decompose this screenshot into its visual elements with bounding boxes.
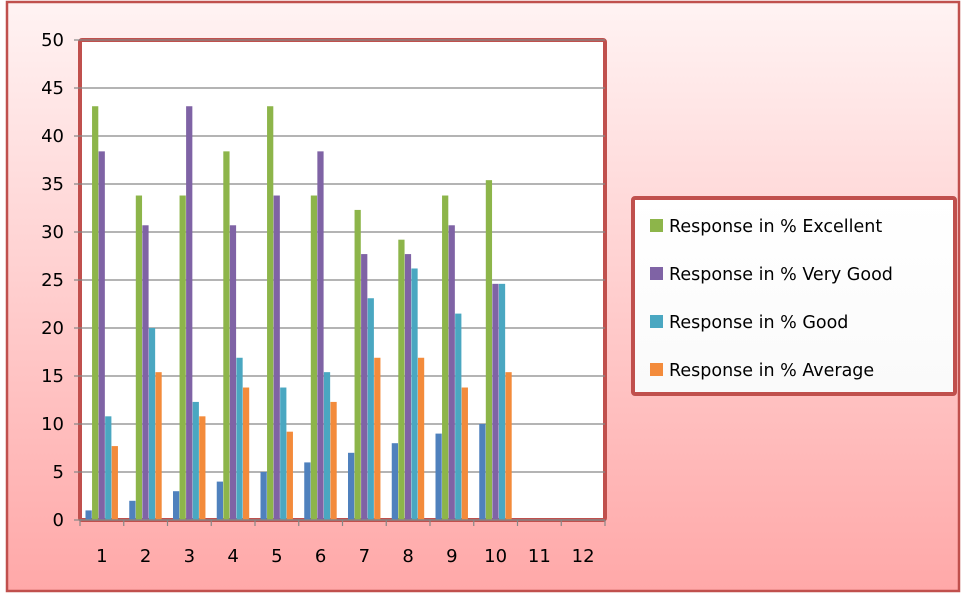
y-tick-label: 25 bbox=[41, 270, 64, 291]
bar bbox=[417, 357, 425, 520]
legend-label: Response in % Excellent bbox=[669, 217, 882, 237]
x-tick-label: 7 bbox=[359, 546, 370, 567]
bars bbox=[85, 106, 512, 521]
bar bbox=[411, 268, 418, 520]
bar bbox=[505, 372, 512, 520]
x-tick-label: 8 bbox=[402, 546, 413, 567]
bar bbox=[348, 452, 355, 520]
bar bbox=[129, 500, 136, 520]
bar bbox=[186, 106, 193, 521]
legend-swatch bbox=[650, 219, 663, 232]
bar bbox=[354, 209, 361, 521]
bar bbox=[85, 510, 92, 520]
bar bbox=[361, 254, 368, 520]
y-tick-label: 40 bbox=[41, 126, 64, 147]
legend-swatch bbox=[650, 363, 663, 376]
x-tick-label: 2 bbox=[140, 546, 151, 567]
bar bbox=[310, 195, 318, 520]
bar bbox=[179, 195, 186, 520]
bar bbox=[323, 372, 331, 520]
bar bbox=[398, 239, 405, 520]
bar bbox=[216, 481, 223, 520]
bar bbox=[105, 416, 112, 520]
bar bbox=[92, 106, 99, 521]
bar bbox=[173, 491, 180, 520]
y-tick-label: 15 bbox=[41, 366, 64, 387]
x-tick-label: 12 bbox=[572, 546, 595, 567]
y-tick-label: 30 bbox=[41, 222, 64, 243]
bar bbox=[111, 446, 118, 520]
y-tick-label: 10 bbox=[41, 414, 64, 435]
bar bbox=[479, 424, 486, 520]
bar bbox=[461, 387, 468, 520]
bar bbox=[155, 372, 162, 520]
bar bbox=[367, 298, 374, 520]
bar bbox=[448, 225, 455, 520]
x-tick-label: 9 bbox=[446, 546, 457, 567]
legend-label: Response in % Average bbox=[669, 361, 874, 381]
legend-label: Response in % Very Good bbox=[669, 265, 893, 285]
x-tick-label: 4 bbox=[227, 546, 238, 567]
bar bbox=[492, 283, 499, 520]
bar bbox=[374, 357, 381, 520]
x-tick-label: 1 bbox=[96, 546, 107, 567]
x-tick-label: 5 bbox=[271, 546, 282, 567]
legend-label: Response in % Good bbox=[669, 313, 848, 333]
bar bbox=[330, 401, 337, 520]
bar bbox=[485, 180, 493, 520]
x-tick-label: 3 bbox=[184, 546, 195, 567]
bar bbox=[455, 313, 462, 520]
y-tick-label: 0 bbox=[53, 510, 64, 531]
bar bbox=[273, 195, 280, 520]
y-tick-label: 35 bbox=[41, 174, 64, 195]
legend: Response in % Excellent Response in % Ver… bbox=[631, 196, 957, 396]
bar bbox=[317, 151, 324, 521]
legend-box bbox=[631, 196, 957, 396]
bar bbox=[142, 225, 149, 520]
grid bbox=[80, 39, 605, 473]
bar bbox=[498, 283, 506, 520]
bar bbox=[442, 195, 449, 520]
y-tick-label: 50 bbox=[41, 30, 64, 51]
bar bbox=[435, 433, 442, 520]
bar bbox=[280, 387, 287, 520]
bar bbox=[98, 151, 105, 521]
bar bbox=[148, 328, 156, 520]
x-tick-label: 6 bbox=[315, 546, 326, 567]
y-tick-label: 20 bbox=[41, 318, 64, 339]
bar bbox=[223, 151, 230, 521]
legend-swatch bbox=[650, 267, 663, 280]
bar bbox=[267, 106, 274, 521]
bar bbox=[391, 443, 398, 520]
bar bbox=[404, 254, 412, 520]
x-tick-label: 11 bbox=[528, 546, 551, 567]
bar bbox=[199, 416, 206, 520]
legend-swatch bbox=[650, 315, 663, 328]
bar bbox=[229, 225, 237, 520]
bar bbox=[135, 195, 143, 520]
bar bbox=[304, 462, 311, 520]
bar bbox=[242, 387, 250, 520]
bar bbox=[236, 357, 243, 520]
bar bbox=[192, 401, 199, 520]
x-tick-label: 10 bbox=[484, 546, 507, 567]
y-tick-label: 5 bbox=[53, 462, 64, 483]
bar bbox=[286, 431, 293, 520]
y-tick-label: 45 bbox=[41, 78, 64, 99]
bar bbox=[260, 472, 267, 520]
